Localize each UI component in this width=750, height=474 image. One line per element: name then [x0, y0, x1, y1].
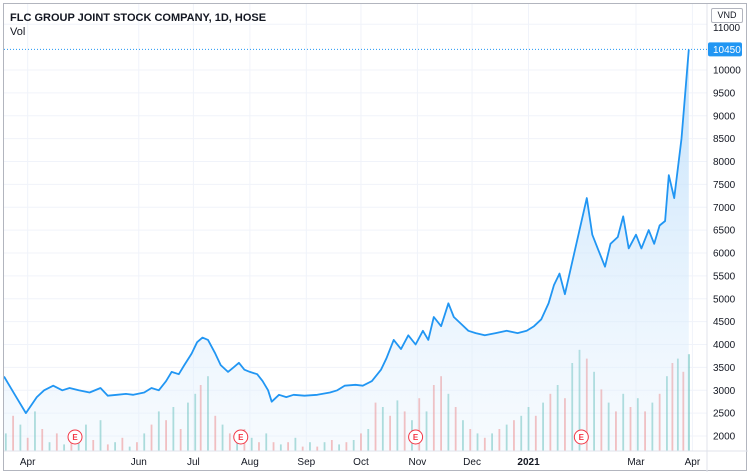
time-tick-label: 2021	[517, 457, 540, 468]
time-tick-label: Apr	[20, 457, 36, 468]
event-label: E	[579, 433, 585, 442]
price-tick-label: 5500	[713, 271, 736, 282]
event-label: E	[413, 433, 419, 442]
price-tick-label: 11000	[713, 23, 741, 34]
earnings-event-marker[interactable]: E	[67, 429, 83, 445]
event-label: E	[72, 433, 78, 442]
event-circle	[67, 429, 83, 445]
time-tick-label: Aug	[241, 457, 259, 468]
price-tick-label: 4500	[713, 317, 736, 328]
price-tick-label: 3000	[713, 386, 736, 397]
price-tick-label: 10000	[713, 66, 741, 77]
time-tick-label: Dec	[463, 457, 481, 468]
time-tick-label: Mar	[627, 457, 645, 468]
price-tick-label: 8500	[713, 134, 736, 145]
price-axis[interactable]: 11000 10000 9500 9000 8500 8000 7500 7000 6500 60…	[713, 23, 741, 443]
price-tick-label: 5000	[713, 294, 736, 305]
time-tick-label: Jun	[131, 457, 147, 468]
chart-title: FLC GROUP JOINT STOCK COMPANY, 1D, HOSE	[10, 12, 267, 24]
event-circle	[573, 429, 589, 445]
price-tick-label: 7000	[713, 203, 736, 214]
price-tick-label: 9500	[713, 88, 736, 99]
time-tick-label: Nov	[409, 457, 427, 468]
price-tick-label: 4000	[713, 340, 736, 351]
earnings-event-marker[interactable]: E	[233, 429, 249, 445]
event-circle	[408, 429, 424, 445]
volume-legend-label: Vol	[10, 26, 26, 38]
chart-frame: E E E E 11000 10000 9500 9000 8500 8000 7500 7000 6…	[3, 3, 748, 472]
time-tick-label: Jul	[187, 457, 200, 468]
price-tick-label: 8000	[713, 157, 736, 168]
time-axis[interactable]: Apr Jun Jul Aug Sep Oct Nov Dec 2021 Mar Apr	[20, 457, 701, 468]
last-price-badge	[708, 42, 742, 57]
price-line	[4, 49, 690, 414]
earnings-event-marker[interactable]: E	[408, 429, 424, 445]
price-tick-label: 3500	[713, 363, 736, 374]
price-tick-label: 2000	[713, 432, 736, 443]
price-tick-label: 6000	[713, 249, 736, 260]
time-tick-label: Apr	[685, 457, 701, 468]
price-area	[4, 49, 689, 451]
currency-badge[interactable]: VND	[711, 8, 743, 23]
time-tick-label: Oct	[353, 457, 369, 468]
event-label: E	[238, 433, 244, 442]
price-chart[interactable]: E E E E 11000 10000 9500 9000 8500 8000 7500 7000 6…	[4, 4, 748, 472]
price-tick-label: 7500	[713, 180, 736, 191]
event-circle	[233, 429, 249, 445]
price-tick-label: 2500	[713, 409, 736, 420]
price-area-fill	[4, 49, 689, 451]
last-price-marker: 10450	[4, 42, 742, 57]
time-tick-label: Sep	[297, 457, 315, 468]
price-tick-label: 9000	[713, 111, 736, 122]
price-tick-label: 6500	[713, 226, 736, 237]
price-series-line	[4, 49, 690, 414]
earnings-event-marker[interactable]: E	[573, 429, 589, 445]
last-price-label: 10450	[713, 45, 741, 56]
